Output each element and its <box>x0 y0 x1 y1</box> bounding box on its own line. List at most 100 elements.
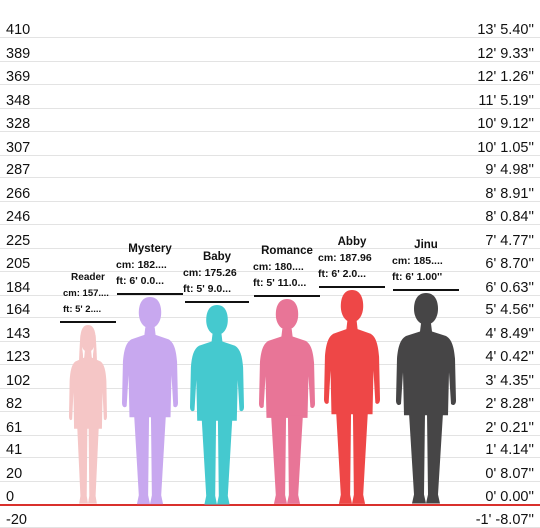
label-jinu: Jinu cm: 185.... ft: 6' 1.00'' <box>386 239 466 284</box>
cm-label: cm: 157.... <box>63 288 109 300</box>
tick-label-cm: 0 <box>6 489 15 505</box>
tick-label-ft: 0' 8.07'' <box>485 466 534 482</box>
gridline <box>0 248 540 249</box>
height-marker-reader <box>60 321 116 324</box>
tick-label-ft: 4' 0.42'' <box>485 349 534 365</box>
ft-label: ft: 6' 0.0... <box>116 274 165 287</box>
figure-jinu <box>396 293 456 504</box>
cm-label: cm: 180.... <box>253 261 304 274</box>
gridline <box>0 457 540 458</box>
tick-label-cm: 164 <box>6 302 31 318</box>
tick-label-ft: 6' 0.63'' <box>485 280 534 296</box>
figure-part <box>190 333 244 421</box>
figure-part <box>91 334 98 398</box>
character-name: Jinu <box>414 239 438 252</box>
tick-label-cm: 184 <box>6 280 31 296</box>
gridline <box>0 271 540 272</box>
character-name: Romance <box>261 245 313 258</box>
tick-label-cm: 410 <box>6 22 31 38</box>
label-romance: Romance cm: 180.... ft: 5' 11.0... <box>247 245 327 290</box>
figure-romance <box>259 299 315 504</box>
gridline <box>0 177 540 178</box>
zero-baseline <box>0 504 540 506</box>
tick-label-ft: 9' 4.98'' <box>485 162 534 178</box>
figure-part <box>259 328 315 419</box>
tick-label-ft: 10' 9.12'' <box>477 116 534 132</box>
tick-label-ft: 2' 8.28'' <box>485 396 534 412</box>
figure-part <box>80 325 96 353</box>
gridline <box>0 108 540 109</box>
figure-part <box>206 304 228 335</box>
ft-label: ft: 5' 11.0... <box>253 277 307 290</box>
gridline <box>0 155 540 156</box>
figure-part <box>122 326 178 418</box>
figure-baby <box>190 304 244 504</box>
figure-part <box>77 427 88 504</box>
character-name: Reader <box>71 272 105 284</box>
gridline <box>0 317 540 318</box>
tick-label-cm: 328 <box>6 116 31 132</box>
tick-label-ft: 12' 9.33'' <box>477 46 534 62</box>
tick-label-cm: 102 <box>6 373 31 389</box>
tick-label-ft: 10' 1.05'' <box>477 140 534 156</box>
tick-label-cm: 287 <box>6 162 31 178</box>
figure-part <box>271 415 287 504</box>
figure-part <box>324 321 380 415</box>
tick-label-ft: 12' 1.26'' <box>477 69 534 85</box>
tick-label-cm: 41 <box>6 442 23 458</box>
tick-label-cm: 348 <box>6 93 31 109</box>
ft-label: ft: 5' 9.0... <box>183 282 232 295</box>
tick-label-ft: 5' 4.56'' <box>485 302 534 318</box>
figure-part <box>69 351 107 430</box>
figure-part <box>396 324 456 416</box>
tick-label-cm: 307 <box>6 140 31 156</box>
tick-label-cm: -20 <box>6 512 27 528</box>
ft-label: ft: 6' 2.0... <box>318 268 367 281</box>
tick-label-cm: 20 <box>6 466 23 482</box>
gridline <box>0 224 540 225</box>
tick-label-ft: 0' 0.00'' <box>485 489 534 505</box>
ft-label: ft: 5' 2.... <box>63 304 102 316</box>
figure-part <box>217 418 233 504</box>
label-mystery: Mystery cm: 182.... ft: 6' 0.0... <box>110 243 190 288</box>
tick-label-ft: 3' 4.35'' <box>485 373 534 389</box>
gridline <box>0 435 540 436</box>
figure-part <box>201 418 217 504</box>
figure-part <box>150 414 166 504</box>
tick-label-cm: 266 <box>6 186 31 202</box>
figure-part <box>414 293 438 326</box>
figure-reader <box>69 325 107 504</box>
figure-part <box>352 411 368 504</box>
cm-label: cm: 185.... <box>392 255 443 268</box>
figure-part <box>336 411 352 504</box>
cm-label: cm: 187.96 <box>318 252 372 265</box>
gridline <box>0 84 540 85</box>
cm-label: cm: 175.26 <box>183 266 237 279</box>
gridline <box>0 131 540 132</box>
tick-label-ft: 8' 0.84'' <box>485 209 534 225</box>
gridline <box>0 61 540 62</box>
height-marker-mystery <box>117 292 183 295</box>
tick-label-ft: 8' 8.91'' <box>485 186 534 202</box>
tick-label-ft: 2' 0.21'' <box>485 420 534 436</box>
figure-part <box>88 427 99 504</box>
gridline <box>0 201 540 202</box>
figure-abby <box>324 290 380 504</box>
figure-part <box>78 334 85 398</box>
figure-part <box>340 290 364 323</box>
character-name: Mystery <box>128 242 172 255</box>
tick-label-ft: 11' 5.19'' <box>478 93 534 109</box>
tick-label-cm: 389 <box>6 46 31 62</box>
tick-label-cm: 225 <box>6 233 31 249</box>
height-marker-abby <box>319 286 385 289</box>
height-marker-jinu <box>393 289 459 292</box>
figure-part <box>275 299 299 330</box>
tick-label-ft: 4' 8.49'' <box>485 326 534 342</box>
figure-part <box>409 413 426 504</box>
figure-mystery <box>122 296 178 504</box>
tick-label-ft: -1' -8.07'' <box>475 512 534 528</box>
height-marker-romance <box>254 295 320 298</box>
tick-label-cm: 61 <box>6 420 23 436</box>
height-marker-baby <box>185 300 249 303</box>
